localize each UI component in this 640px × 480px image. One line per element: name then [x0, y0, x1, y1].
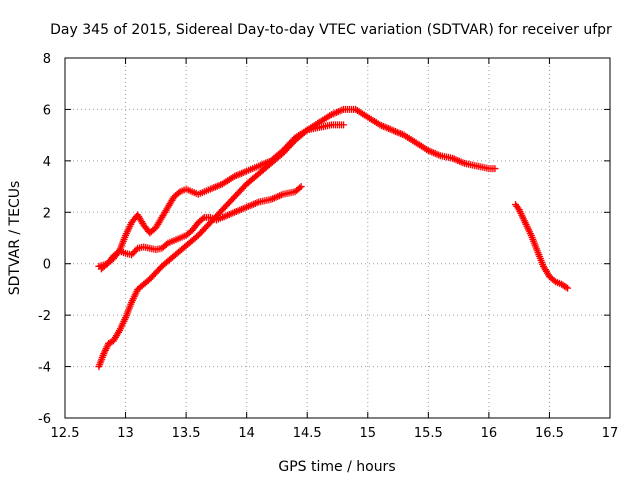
y-tick-label: 8	[43, 52, 51, 67]
data-point	[296, 184, 304, 192]
data-point	[340, 121, 348, 129]
data-point	[562, 283, 570, 291]
y-tick-label: -6	[38, 412, 51, 427]
x-tick-label: 12.5	[51, 426, 80, 441]
y-tick-label: 4	[43, 155, 51, 170]
plot-border	[64, 57, 611, 419]
x-tick-label: 15	[360, 426, 377, 441]
x-tick-label: 14.5	[293, 426, 322, 441]
y-tick-label: 0	[43, 258, 51, 273]
data-series	[95, 105, 572, 371]
data-point	[550, 276, 558, 284]
grid-layer	[65, 58, 610, 418]
y-axis-label: SDTVAR / TECUs	[7, 181, 23, 296]
x-tick-label: 13.5	[172, 426, 201, 441]
data-point	[162, 240, 170, 248]
data-point	[491, 165, 499, 173]
series-arc-a	[95, 183, 305, 270]
y-tick-label: -2	[38, 309, 51, 324]
x-tick-label: 16.5	[535, 426, 564, 441]
x-tick-label: 16	[481, 426, 498, 441]
x-tick-label: 14	[238, 426, 255, 441]
y-tick-label: 2	[43, 206, 51, 221]
axis-ticks: 12.5 13 13.5 14 14.5 15 15.5 16 16.5 17 -6 -4 -2 0 2 4 6…	[38, 52, 618, 441]
y-tick-label: -4	[38, 361, 51, 376]
x-tick-label: 15.5	[414, 426, 443, 441]
y-tick-label: 6	[43, 103, 51, 118]
x-tick-label: 13	[117, 426, 134, 441]
data-point	[132, 246, 140, 254]
data-point	[175, 189, 183, 197]
series-arc-d	[512, 201, 572, 292]
data-point	[564, 284, 572, 292]
series-arc-c	[95, 105, 499, 371]
plot-frame	[64, 57, 611, 419]
data-point	[131, 248, 139, 255]
x-tick-label: 17	[602, 426, 619, 441]
data-point	[128, 251, 136, 259]
x-axis-label: GPS time / hours	[278, 459, 395, 475]
data-point	[199, 215, 207, 223]
chart-title: Day 345 of 2015, Sidereal Day-to-day VTE…	[50, 22, 612, 38]
data-point	[129, 249, 137, 257]
data-point	[297, 183, 305, 191]
